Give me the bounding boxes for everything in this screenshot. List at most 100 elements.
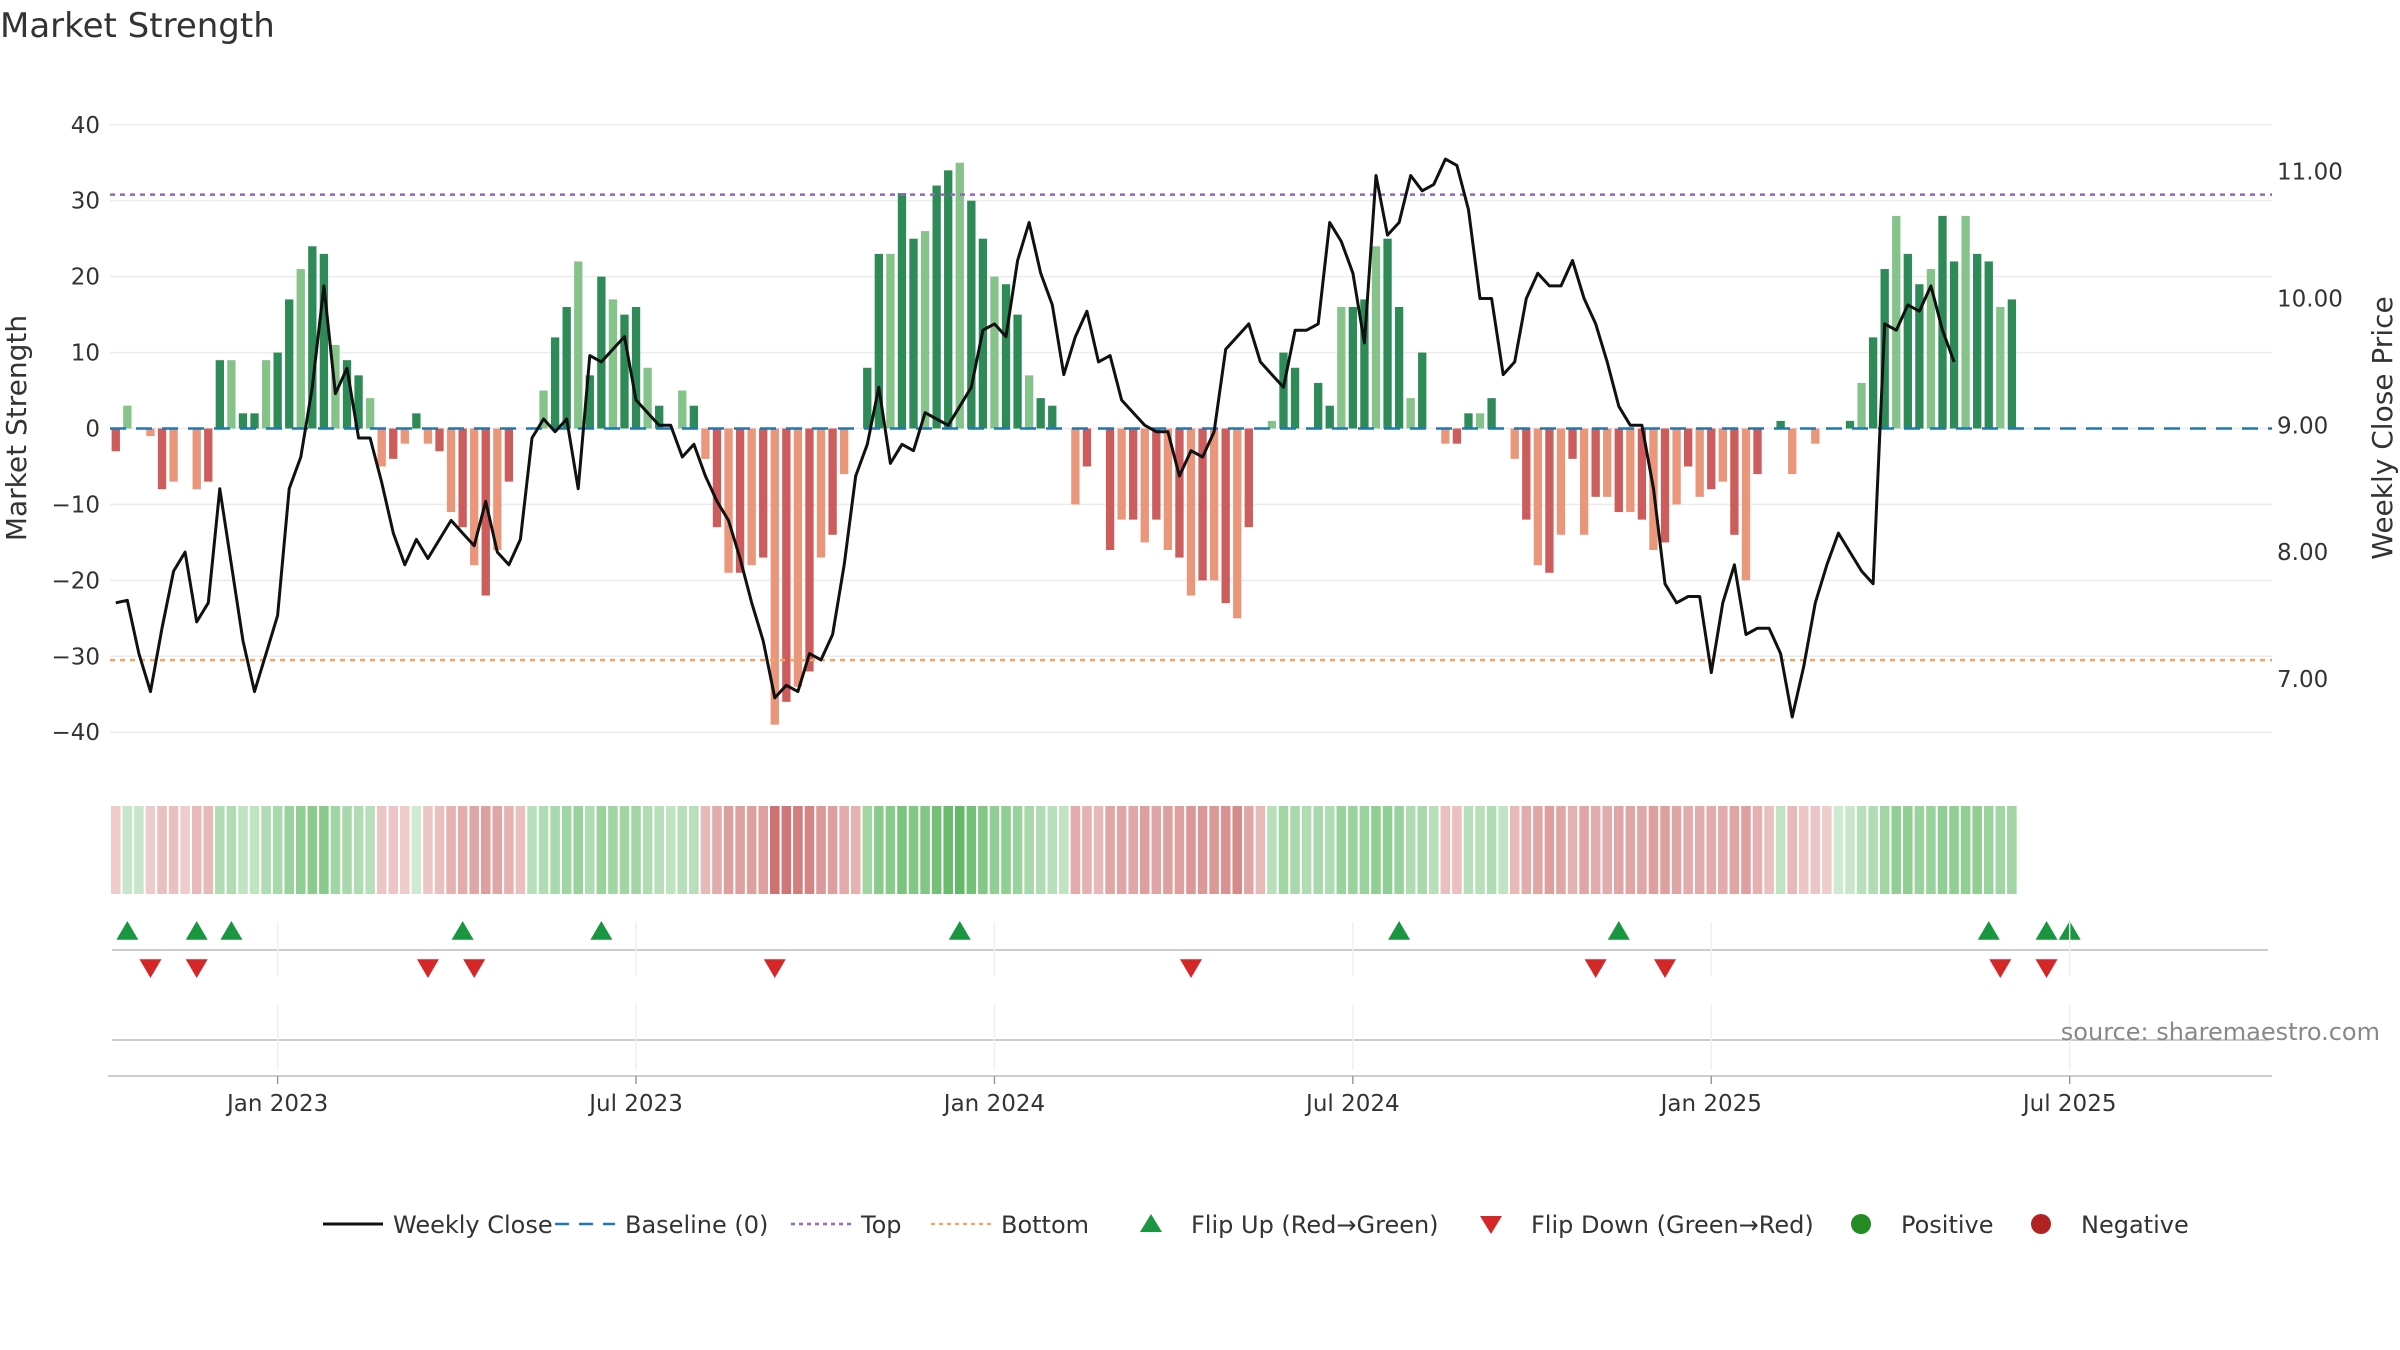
heatmap-cell: [134, 806, 144, 894]
strength-bar: [400, 428, 409, 444]
heatmap-cell: [469, 806, 479, 894]
flip-markers-panel: [112, 921, 2268, 978]
heatmap-cell: [215, 806, 225, 894]
strength-heatmap-strip: [111, 806, 2017, 894]
strength-bar: [1961, 215, 1970, 429]
y-axis-ticks: 40 30 20 10 0 −10 −20 −30 −40: [51, 113, 100, 746]
heatmap-cell: [931, 806, 942, 894]
y-tick-label: −20: [51, 568, 100, 594]
strength-bar: [1626, 428, 1635, 513]
heatmap-cell: [1683, 806, 1693, 894]
flip-up-marker: [220, 921, 243, 940]
strength-bar: [1198, 428, 1207, 581]
flip-down-marker: [463, 959, 486, 978]
strength-bar: [1614, 428, 1623, 513]
heatmap-cell: [1995, 806, 2006, 894]
strength-bar: [1394, 307, 1404, 429]
strength-bar: [1637, 428, 1647, 520]
heatmap-cell: [642, 806, 653, 894]
heatmap-cell: [1070, 806, 1081, 894]
strength-bar: [435, 428, 444, 452]
heatmap-cell: [1174, 806, 1185, 894]
strength-bar: [735, 428, 745, 573]
strength-bar: [389, 428, 398, 459]
strength-bar: [238, 413, 248, 429]
strength-bar: [724, 428, 733, 573]
flip-down-marker: [763, 959, 786, 978]
heatmap-cell: [515, 806, 526, 894]
heatmap-cell: [1035, 806, 1046, 894]
strength-bar: [1741, 428, 1751, 581]
flip-down-marker: [185, 959, 208, 978]
strength-bar: [932, 185, 941, 429]
heatmap-cell: [1718, 806, 1728, 894]
legend-label: Negative: [2081, 1211, 2189, 1239]
heatmap-cell: [157, 806, 167, 894]
heatmap-cell: [1186, 806, 1196, 894]
strength-bar: [1579, 428, 1589, 535]
heatmap-cell: [1949, 806, 1959, 894]
strength-bar: [1915, 284, 1924, 429]
heatmap-cell: [2007, 806, 2017, 894]
strength-bar: [1903, 253, 1912, 429]
heatmap-cell: [203, 806, 214, 894]
strength-bar: [412, 413, 421, 429]
strength-bar: [643, 367, 652, 429]
heatmap-cell: [145, 806, 156, 894]
heatmap-cell: [527, 806, 537, 894]
heatmap-cell: [1741, 806, 1751, 894]
strength-bar: [123, 405, 132, 429]
heatmap-cell: [1856, 806, 1867, 894]
strength-bar: [793, 428, 803, 687]
legend-label: Weekly Close: [393, 1211, 553, 1239]
strength-bar: [319, 253, 329, 429]
price-line-layer: [115, 157, 1956, 719]
strength-bar: [1024, 375, 1034, 429]
heatmap-cell: [1891, 806, 1902, 894]
strength-bar: [1788, 428, 1797, 475]
strength-bar: [204, 428, 213, 482]
strength-bar: [1290, 367, 1300, 429]
heatmap-cell: [1440, 806, 1451, 894]
strength-bar: [1568, 428, 1577, 459]
heatmap-cell: [1810, 806, 1821, 894]
strength-bar: [620, 314, 629, 429]
strength-bar: [655, 405, 664, 429]
chart-title: Market Strength: [0, 6, 275, 46]
heatmap-cell: [758, 806, 769, 894]
heatmap-cell: [1625, 806, 1636, 894]
strength-bar: [1949, 261, 1959, 429]
legend-swatch-negative: [2031, 1214, 2051, 1234]
heatmap-cell: [850, 806, 861, 894]
heatmap-cell: [989, 806, 1000, 894]
y2-tick-label: 8.00: [2277, 540, 2328, 566]
heatmap-cell: [1059, 806, 1069, 894]
heatmap-cell: [1151, 806, 1162, 894]
strength-bar: [1452, 428, 1462, 444]
strength-bars: [111, 162, 2017, 725]
heatmap-cell: [365, 806, 375, 894]
heatmap-cell: [1220, 806, 1231, 894]
heatmap-cell: [619, 806, 630, 894]
strength-bar: [1591, 428, 1600, 497]
legend-label: Flip Down (Green→Red): [1531, 1211, 1814, 1239]
legend-item: Flip Up (Red→Green): [1140, 1211, 1439, 1239]
heatmap-cell: [480, 806, 491, 894]
heatmap-cell: [1301, 806, 1312, 894]
strength-bar: [770, 428, 779, 725]
heatmap-cell: [1960, 806, 1971, 894]
heatmap-cell: [1798, 806, 1809, 894]
heatmap-cell: [1729, 806, 1740, 894]
strength-bar: [261, 360, 271, 429]
strength-bar: [539, 390, 548, 429]
y2-tick-label: 10.00: [2277, 287, 2343, 313]
strength-bar: [1406, 398, 1415, 429]
heatmap-cell: [1244, 806, 1254, 894]
heatmap-cell: [191, 806, 202, 894]
heatmap-cell: [1371, 806, 1381, 894]
strength-bar: [608, 299, 618, 429]
x-tick-label: Jan 2023: [225, 1091, 328, 1117]
y-tick-label: −30: [51, 644, 100, 670]
heatmap-cell: [1613, 806, 1624, 894]
heatmap-cell: [1567, 806, 1578, 894]
